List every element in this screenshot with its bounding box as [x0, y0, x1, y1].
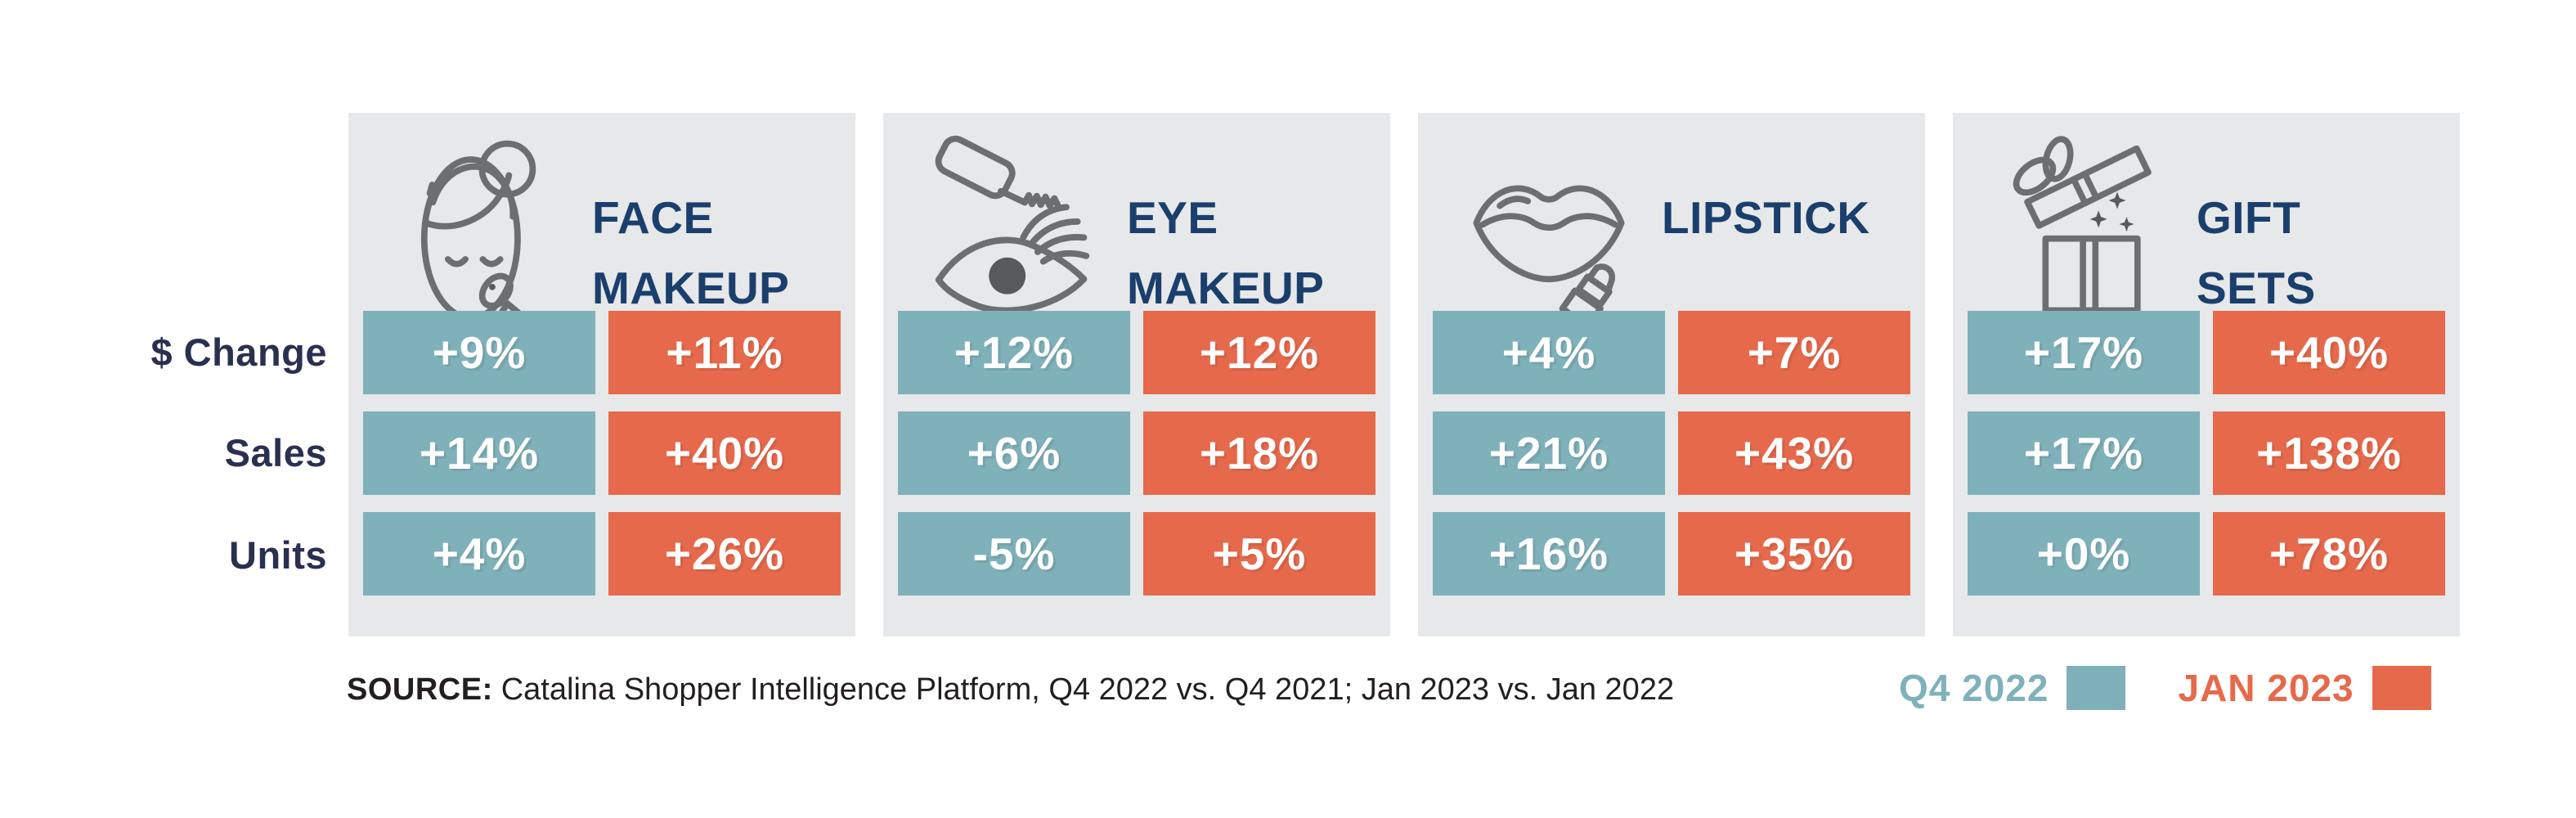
legend-swatch-q4-2022 [2067, 666, 2126, 710]
cell-eye-dollar-q4: +12% [898, 311, 1130, 394]
cell-face-sales-q4: +14% [363, 411, 595, 495]
eye-makeup-icon [931, 134, 1098, 332]
cell-lipstick-units-q4: +16% [1433, 512, 1665, 596]
panel-title-line2: SETS [2197, 263, 2316, 313]
cell-eye-units-q4: -5% [898, 512, 1130, 596]
cell-gift-units-q4: +0% [1968, 512, 2200, 596]
cell-lipstick-dollar-jan: +7% [1678, 311, 1910, 394]
cell-lipstick-sales-jan: +43% [1678, 411, 1910, 495]
panel-lipstick: LIPSTICK +4% +7% +21% +43% +16% +35% [1418, 113, 1925, 636]
row-label-sales: Sales [224, 431, 327, 474]
panel-title-lipstick: LIPSTICK [1662, 182, 1870, 253]
value-grid-eye-makeup: +12% +12% +6% +18% -5% +5% [898, 311, 1376, 596]
panel-title-gift-sets: GIFT SETS [2197, 182, 2316, 323]
cell-gift-dollar-q4: +17% [1968, 311, 2200, 394]
source-text: Catalina Shopper Intelligence Platform, … [500, 672, 1675, 707]
cell-gift-sales-jan: +138% [2213, 411, 2445, 495]
panel-title-eye-makeup: EYE MAKEUP [1127, 182, 1324, 323]
legend-label-q4-2022: Q4 2022 [1899, 667, 2049, 709]
cell-eye-sales-q4: +6% [898, 411, 1130, 495]
face-makeup-icon [396, 134, 563, 332]
cell-face-sales-jan: +40% [608, 411, 841, 495]
panel-title-line1: GIFT [2197, 192, 2301, 243]
cell-face-dollar-jan: +11% [608, 311, 841, 394]
cell-lipstick-sales-q4: +21% [1433, 411, 1665, 495]
cell-eye-dollar-jan: +12% [1143, 311, 1376, 394]
value-grid-gift-sets: +17% +40% +17% +138% +0% +78% [1968, 311, 2445, 596]
row-label-dollar-change: $ Change [150, 330, 327, 374]
gift-sets-icon [2000, 134, 2168, 332]
legend-swatch-jan-2023 [2372, 666, 2431, 710]
value-grid-lipstick: +4% +7% +21% +43% +16% +35% [1433, 311, 1910, 596]
cell-gift-sales-q4: +17% [1968, 411, 2200, 495]
panel-title-line1: EYE [1127, 192, 1218, 243]
legend-label-jan-2023: JAN 2023 [2178, 667, 2354, 709]
cell-gift-dollar-jan: +40% [2213, 311, 2445, 394]
panel-title-line2: MAKEUP [592, 263, 790, 313]
panel-face-makeup: FACE MAKEUP +9% +11% +14% +40% +4% +26% [348, 113, 855, 636]
panel-title-line1: LIPSTICK [1662, 192, 1870, 243]
source-label: SOURCE: [347, 672, 493, 707]
cell-eye-units-jan: +5% [1143, 512, 1376, 596]
panel-title-line2: MAKEUP [1127, 263, 1325, 313]
cell-lipstick-units-jan: +35% [1678, 512, 1910, 596]
lipstick-icon [1465, 134, 1633, 332]
panel-title-face-makeup: FACE MAKEUP [592, 182, 789, 323]
source-note: SOURCE: Catalina Shopper Intelligence Pla… [347, 671, 1674, 708]
cell-gift-units-jan: +78% [2213, 512, 2445, 596]
value-grid-face-makeup: +9% +11% +14% +40% +4% +26% [363, 311, 841, 596]
panel-title-line1: FACE [592, 192, 714, 243]
legend: Q4 2022 JAN 2023 [1899, 664, 2431, 712]
cell-face-dollar-q4: +9% [363, 311, 595, 394]
cell-eye-sales-jan: +18% [1143, 411, 1376, 495]
panel-gift-sets: GIFT SETS +17% +40% +17% +138% +0% +78% [1953, 113, 2460, 636]
cell-lipstick-dollar-q4: +4% [1433, 311, 1665, 394]
panel-eye-makeup: EYE MAKEUP +12% +12% +6% +18% -5% +5% [883, 113, 1390, 636]
row-label-units: Units [229, 533, 327, 577]
cell-face-units-jan: +26% [608, 512, 841, 596]
cell-face-units-q4: +4% [363, 512, 595, 596]
